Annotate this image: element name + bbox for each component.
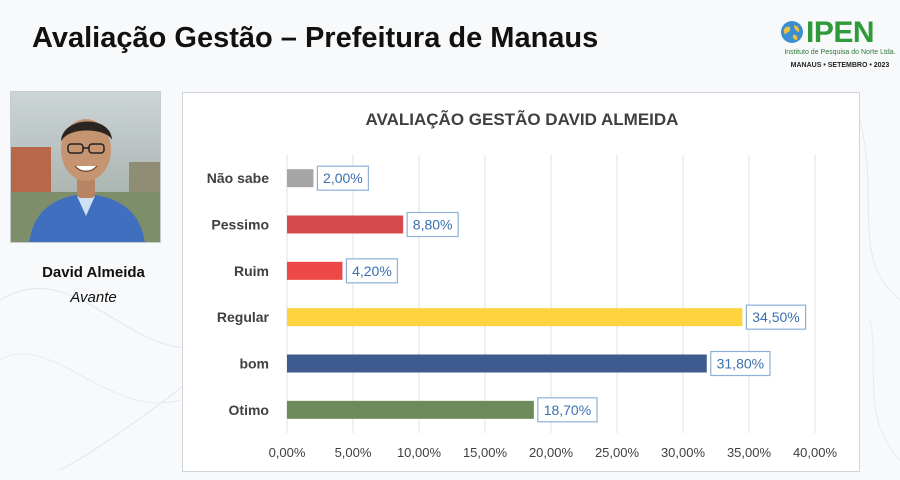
chart-panel: AVALIAÇÃO GESTÃO DAVID ALMEIDA Não sabe P…	[182, 92, 860, 472]
bars	[287, 169, 743, 419]
category-labels: Não sabe Pessimo Ruim Regular bom Otimo	[207, 170, 270, 418]
data-label: 31,80%	[717, 356, 764, 372]
page-title: Avaliação Gestão – Prefeitura de Manaus	[32, 22, 599, 54]
data-label-box	[406, 211, 459, 238]
bar	[287, 261, 343, 280]
x-tick-label: 10,00%	[397, 445, 442, 460]
bar	[287, 169, 314, 188]
data-label-box	[316, 165, 369, 191]
x-tick-label: 0,00%	[269, 445, 306, 460]
globe-icon	[781, 21, 803, 43]
candidate-photo	[10, 91, 161, 243]
x-tick-label: 40,00%	[793, 445, 838, 460]
x-tick-label: 5,00%	[335, 445, 372, 460]
data-label: 8,80%	[413, 217, 453, 233]
x-tick-label: 20,00%	[529, 445, 574, 460]
logo-subtitle: Instituto de Pesquisa do Norte Ltda.	[784, 49, 896, 56]
bar	[287, 400, 534, 419]
bar	[287, 215, 404, 234]
logo-footer: MANAUS • SETEMBRO • 2023	[790, 62, 890, 69]
data-label: 18,70%	[544, 402, 591, 418]
data-label-box	[537, 397, 598, 423]
x-tick-label: 30,00%	[661, 445, 706, 460]
bar-chart: AVALIAÇÃO GESTÃO DAVID ALMEIDA Não sabe P…	[207, 109, 838, 460]
category-label: Regular	[217, 309, 270, 325]
data-label: 4,20%	[352, 263, 392, 279]
x-tick-label: 15,00%	[463, 445, 508, 460]
chart-title: AVALIAÇÃO GESTÃO DAVID ALMEIDA	[366, 109, 679, 129]
ipen-logo: IPEN Instituto de Pesquisa do Norte Ltda…	[776, 14, 896, 78]
category-label: Não sabe	[207, 170, 269, 186]
data-labels: 2,00% 8,80% 4,20% 34,50% 31,80% 18,70%	[316, 165, 807, 423]
category-label: Ruim	[234, 263, 269, 279]
logo-wordmark: IPEN	[806, 16, 875, 49]
bar	[287, 354, 707, 373]
x-axis-ticks: 0,00% 5,00% 10,00% 15,00% 20,00% 25,00% 30,00%…	[269, 445, 838, 460]
category-label: Pessimo	[211, 217, 269, 233]
x-tick-label: 35,00%	[727, 445, 772, 460]
category-label: Otimo	[229, 402, 269, 418]
data-label-box	[345, 258, 399, 284]
data-label: 34,50%	[752, 309, 799, 325]
candidate-party: Avante	[70, 289, 117, 306]
grid-lines	[286, 155, 816, 433]
data-label: 2,00%	[323, 170, 363, 186]
x-tick-label: 25,00%	[595, 445, 640, 460]
bar	[287, 308, 743, 327]
data-label-box	[710, 350, 771, 377]
candidate-name: David Almeida	[42, 264, 145, 281]
data-label-box	[745, 304, 807, 330]
category-label: bom	[239, 356, 269, 372]
